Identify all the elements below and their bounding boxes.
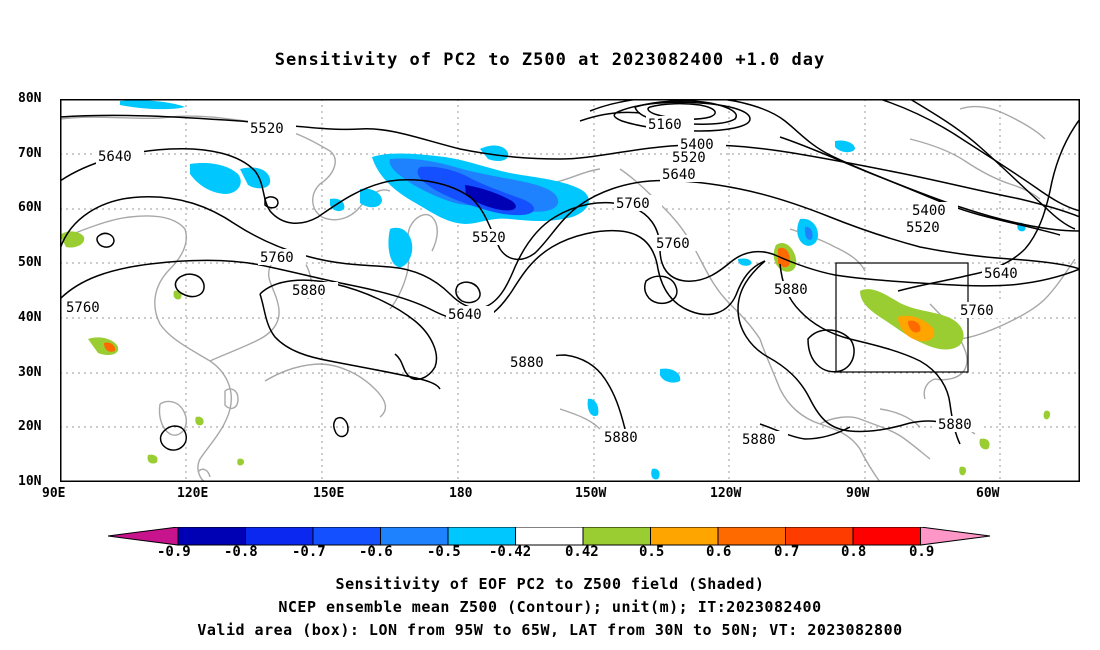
lat-label-80n: 80N — [18, 91, 42, 106]
colorbar — [108, 527, 991, 546]
lat-label-60n: 60N — [18, 200, 42, 215]
contour-label: 5760 — [960, 303, 994, 319]
lon-label-120w: 120W — [710, 486, 742, 501]
contour-label: 5880 — [604, 430, 638, 446]
contour-label: 5520 — [672, 150, 706, 166]
contour-label: 5760 — [656, 236, 690, 252]
contour-label: 5880 — [938, 417, 972, 433]
negative-sensitivity-shading — [120, 100, 1026, 480]
colorbar-label: -0.7 — [292, 544, 326, 560]
contour-label: 5760 — [260, 250, 294, 266]
contour-label: 5640 — [984, 266, 1018, 282]
lon-label-150w: 150W — [575, 486, 607, 501]
lon-label-90w: 90W — [846, 486, 870, 501]
lat-label-20n: 20N — [18, 419, 42, 434]
contour-labels: 5520 5640 5160 5400 5520 5640 5760 5520 … — [64, 116, 1030, 448]
lon-label-90e: 90E — [42, 486, 66, 501]
contour-label: 5880 — [292, 283, 326, 299]
caption-shading: Sensitivity of EOF PC2 to Z500 field (Sh… — [335, 575, 765, 593]
colorbar-high-arrow — [920, 527, 991, 546]
colorbar-label: 0.7 — [774, 544, 800, 560]
colorbar-label: -0.5 — [427, 544, 461, 560]
lat-label-30n: 30N — [18, 365, 42, 380]
lon-label-60w: 60W — [976, 486, 1000, 501]
colorbar-label: 0.9 — [909, 544, 935, 560]
contour-label: 5880 — [742, 432, 776, 448]
contour-label: 5640 — [662, 167, 696, 183]
lat-label-10n: 10N — [18, 474, 42, 489]
caption-valid-area: Valid area (box): LON from 95W to 65W, L… — [197, 621, 903, 639]
caption-contour: NCEP ensemble mean Z500 (Contour); unit(… — [278, 598, 822, 616]
lon-label-120e: 120E — [177, 486, 209, 501]
lat-label-40n: 40N — [18, 310, 42, 325]
positive-sensitivity-shading — [60, 231, 1051, 476]
contour-label: 5760 — [66, 300, 100, 316]
contour-label: 5880 — [774, 282, 808, 298]
colorbar-low-arrow — [108, 527, 179, 546]
map-title: Sensitivity of PC2 to Z500 at 2023082400… — [274, 50, 826, 70]
gridlines — [60, 99, 1080, 482]
colorbar-bins — [177, 527, 921, 546]
z500-contours — [60, 99, 1080, 451]
lat-label-50n: 50N — [18, 255, 42, 270]
colorbar-label: -0.8 — [224, 544, 258, 560]
colorbar-label: -0.6 — [359, 544, 393, 560]
contour-label: 5400 — [912, 203, 946, 219]
colorbar-label: 0.5 — [639, 544, 665, 560]
colorbar-label: 0.8 — [841, 544, 867, 560]
contour-label: 5520 — [472, 230, 506, 246]
colorbar-label: 0.6 — [706, 544, 732, 560]
contour-label: 5640 — [448, 307, 482, 323]
colorbar-label: 0.42 — [565, 544, 599, 560]
colorbar-label: -0.9 — [157, 544, 191, 560]
contour-label: 5760 — [616, 196, 650, 212]
lon-label-150e: 150E — [313, 486, 345, 501]
map-panel: 5520 5640 5160 5400 5520 5640 5760 5520 … — [60, 99, 1080, 482]
coastlines — [60, 105, 1076, 482]
colorbar-label: -0.42 — [489, 544, 532, 560]
contour-label: 5520 — [250, 121, 284, 137]
lon-label-180: 180 — [449, 486, 473, 501]
contour-label: 5640 — [98, 149, 132, 165]
contour-label: 5160 — [648, 117, 682, 133]
contour-label: 5520 — [906, 220, 940, 236]
contour-label: 5880 — [510, 355, 544, 371]
lat-label-70n: 70N — [18, 146, 42, 161]
